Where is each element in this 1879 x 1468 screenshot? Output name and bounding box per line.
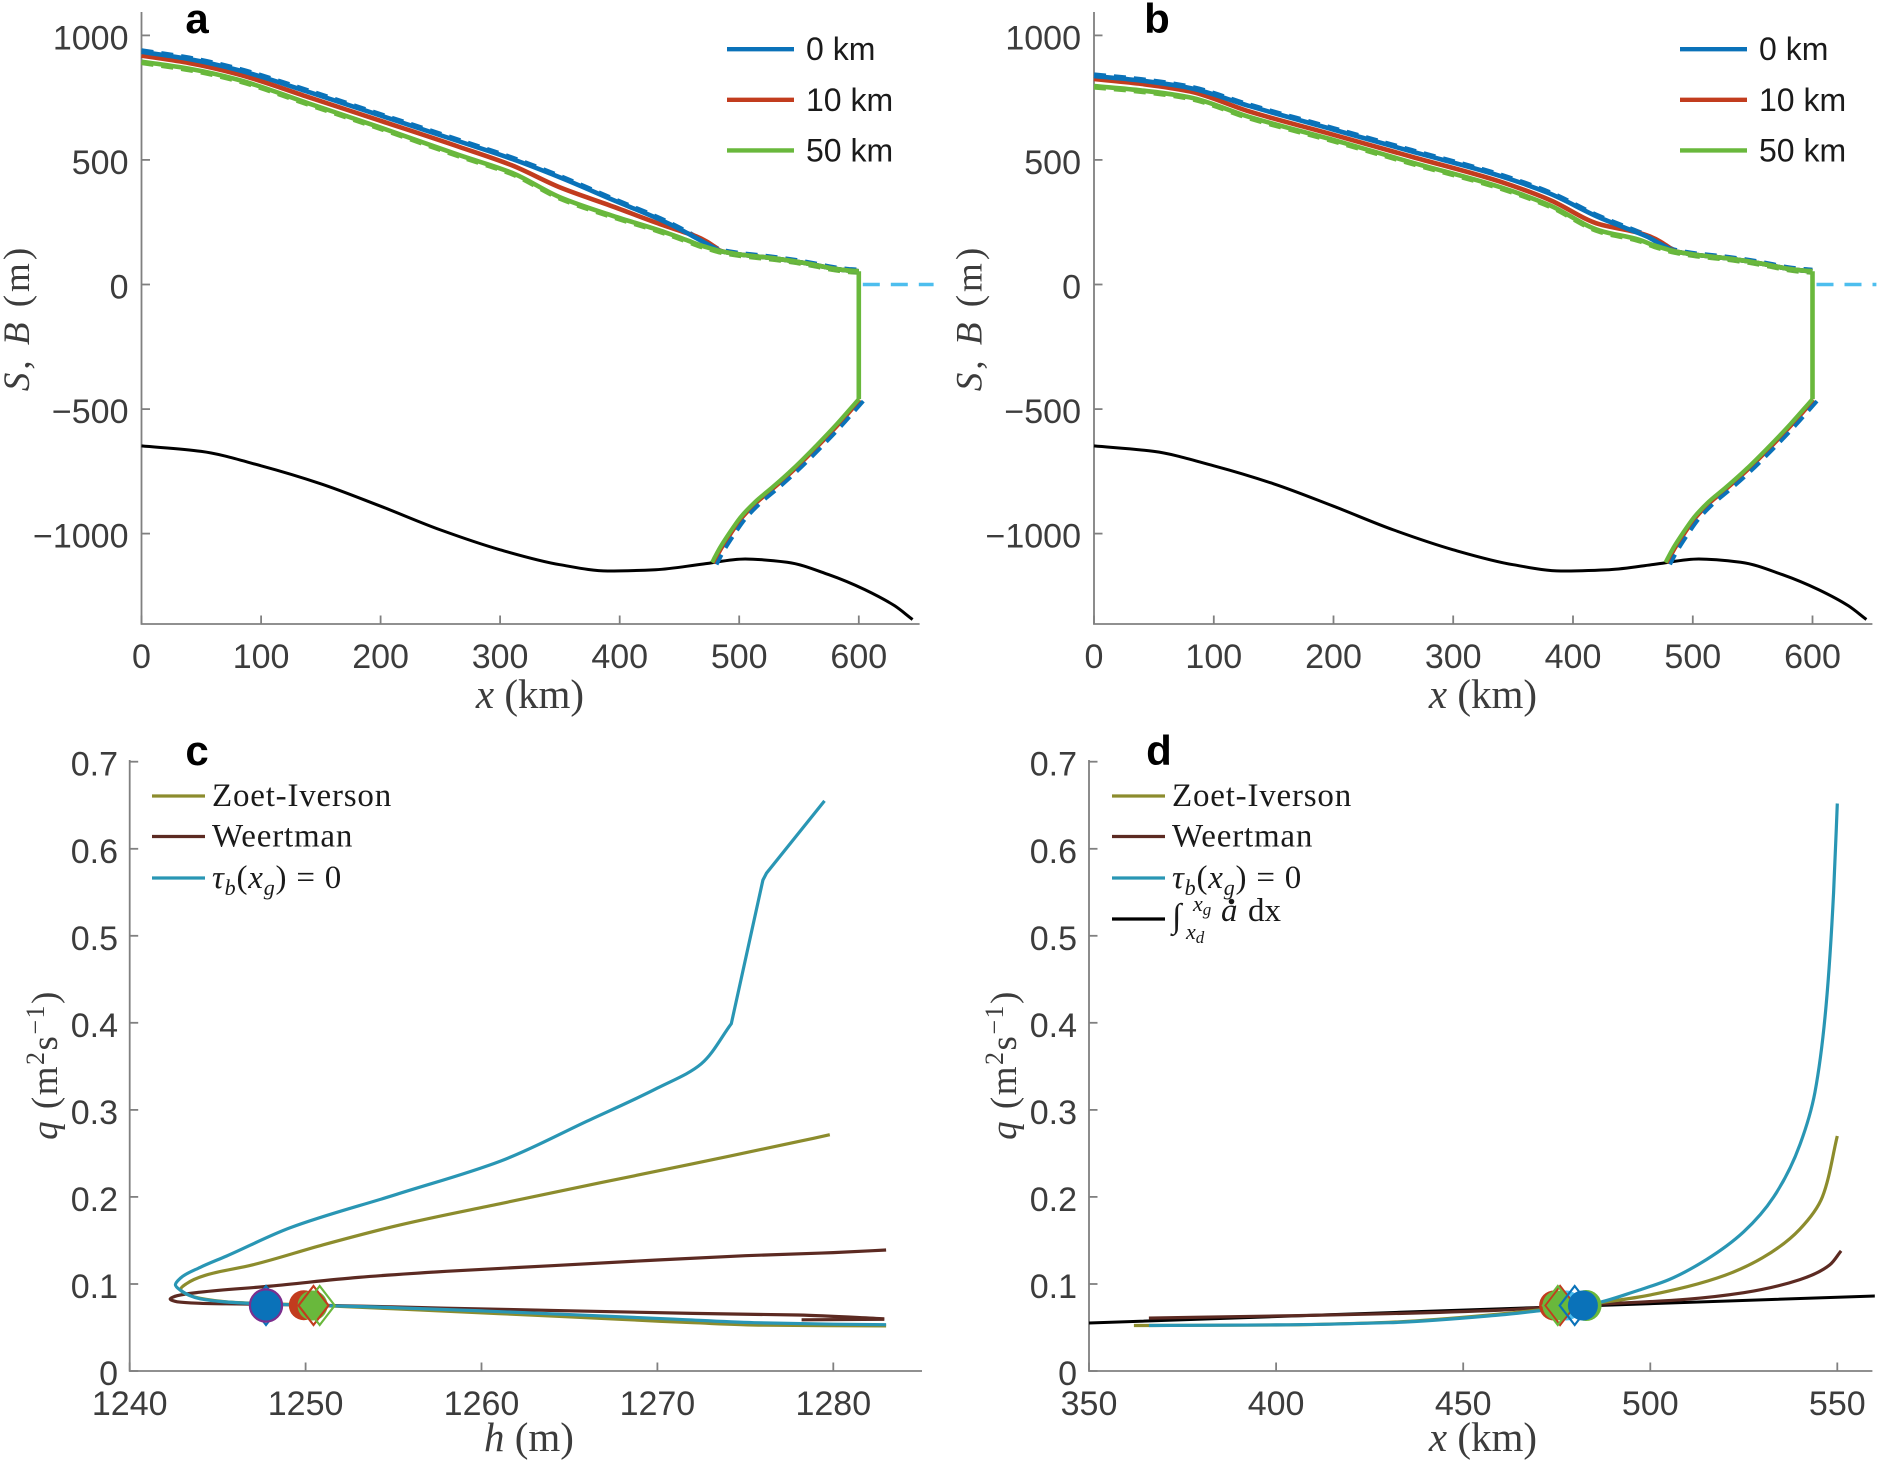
svg-text:0.7: 0.7	[71, 746, 118, 784]
svg-text:1260: 1260	[444, 1385, 520, 1423]
svg-text:b: b	[1144, 0, 1170, 42]
svg-text:600: 600	[830, 638, 887, 676]
svg-text:500: 500	[1664, 638, 1721, 676]
svg-text:x (km): x (km)	[1428, 671, 1537, 717]
svg-text:0.7: 0.7	[1030, 746, 1077, 784]
svg-text:d: d	[1146, 727, 1172, 774]
svg-text:0.3: 0.3	[1030, 1094, 1077, 1132]
svg-text:dx: dx	[1248, 893, 1282, 929]
svg-text:550: 550	[1809, 1385, 1866, 1423]
svg-text:350: 350	[1061, 1385, 1118, 1423]
svg-text:−1000: −1000	[986, 518, 1082, 556]
svg-text:1240: 1240	[92, 1385, 168, 1423]
svg-text:200: 200	[1305, 638, 1362, 676]
svg-text:−500: −500	[52, 393, 129, 431]
svg-text:100: 100	[1185, 638, 1242, 676]
svg-text:0: 0	[1085, 638, 1104, 676]
svg-text:0.2: 0.2	[1030, 1181, 1077, 1219]
svg-text:0.1: 0.1	[71, 1268, 118, 1306]
svg-text:c: c	[185, 727, 208, 774]
svg-text:500: 500	[1622, 1385, 1679, 1423]
svg-text:0.3: 0.3	[71, 1094, 118, 1132]
svg-text:0.4: 0.4	[71, 1007, 118, 1045]
svg-text:400: 400	[1248, 1385, 1305, 1423]
svg-text:S, B (m): S, B (m)	[0, 245, 38, 391]
svg-text:Weertman: Weertman	[212, 819, 353, 855]
svg-text:0.4: 0.4	[1030, 1007, 1077, 1045]
svg-text:500: 500	[72, 144, 129, 182]
svg-text:1000: 1000	[1005, 19, 1081, 57]
svg-text:0: 0	[99, 1355, 118, 1393]
svg-text:0: 0	[1058, 1355, 1077, 1393]
svg-text:50 km: 50 km	[806, 132, 893, 168]
svg-text:0.1: 0.1	[1030, 1268, 1077, 1306]
svg-text:400: 400	[1545, 638, 1602, 676]
svg-text:a: a	[1221, 893, 1238, 929]
svg-text:50 km: 50 km	[1759, 132, 1846, 168]
svg-text:600: 600	[1784, 638, 1841, 676]
svg-text:0: 0	[110, 269, 129, 307]
svg-text:1000: 1000	[53, 19, 129, 57]
svg-text:−1000: −1000	[33, 518, 129, 556]
svg-text:x (km): x (km)	[475, 671, 584, 717]
svg-text:Zoet-Iverson: Zoet-Iverson	[1172, 778, 1352, 814]
svg-text:1250: 1250	[268, 1385, 344, 1423]
svg-text:1280: 1280	[795, 1385, 871, 1423]
svg-text:0 km: 0 km	[1759, 31, 1828, 67]
svg-text:200: 200	[352, 638, 409, 676]
svg-text:−500: −500	[1004, 393, 1081, 431]
svg-text:Zoet-Iverson: Zoet-Iverson	[212, 778, 392, 814]
svg-text:0.6: 0.6	[1030, 833, 1077, 871]
svg-text:a: a	[185, 0, 209, 42]
svg-text:τb(xg) = 0: τb(xg) = 0	[1172, 860, 1302, 900]
svg-text:0.6: 0.6	[71, 833, 118, 871]
svg-text:450: 450	[1435, 1385, 1492, 1423]
svg-text:10 km: 10 km	[806, 82, 893, 118]
svg-text:h (m): h (m)	[484, 1414, 574, 1460]
svg-text:500: 500	[711, 638, 768, 676]
svg-text:300: 300	[472, 638, 529, 676]
svg-text:500: 500	[1024, 144, 1081, 182]
svg-text:x (km): x (km)	[1428, 1414, 1537, 1460]
svg-text:0.2: 0.2	[71, 1181, 118, 1219]
svg-text:0.5: 0.5	[1030, 920, 1077, 958]
svg-text:S, B (m): S, B (m)	[950, 245, 991, 391]
svg-text:τb(xg) = 0: τb(xg) = 0	[212, 860, 342, 900]
svg-text:100: 100	[233, 638, 290, 676]
svg-text:0: 0	[1062, 269, 1081, 307]
svg-text:400: 400	[591, 638, 648, 676]
svg-text:0 km: 0 km	[806, 31, 875, 67]
svg-text:Weertman: Weertman	[1172, 819, 1313, 855]
svg-text:1270: 1270	[620, 1385, 696, 1423]
svg-text:∫: ∫	[1170, 898, 1184, 937]
svg-text:0: 0	[132, 638, 151, 676]
svg-text:0.5: 0.5	[71, 920, 118, 958]
svg-text:300: 300	[1425, 638, 1482, 676]
svg-text:10 km: 10 km	[1759, 82, 1846, 118]
